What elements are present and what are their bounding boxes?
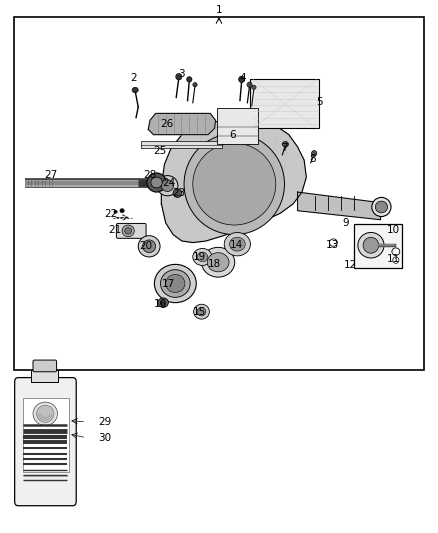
FancyBboxPatch shape — [117, 223, 146, 238]
Text: 18: 18 — [208, 259, 221, 269]
Ellipse shape — [393, 257, 399, 263]
Ellipse shape — [173, 189, 182, 197]
Ellipse shape — [363, 237, 379, 253]
Ellipse shape — [372, 197, 391, 216]
Text: 5: 5 — [316, 96, 323, 107]
Ellipse shape — [197, 252, 208, 262]
Ellipse shape — [120, 208, 124, 213]
Text: 25: 25 — [153, 146, 167, 156]
Ellipse shape — [147, 173, 166, 192]
Text: 12: 12 — [343, 261, 357, 270]
Ellipse shape — [36, 405, 54, 422]
Ellipse shape — [125, 228, 132, 234]
FancyBboxPatch shape — [14, 377, 76, 506]
Text: 21: 21 — [109, 225, 122, 236]
Ellipse shape — [283, 142, 288, 147]
Ellipse shape — [193, 143, 276, 225]
Text: 7: 7 — [281, 143, 288, 154]
Ellipse shape — [247, 82, 252, 87]
Text: 28: 28 — [143, 170, 157, 180]
Polygon shape — [161, 119, 306, 243]
Polygon shape — [297, 192, 381, 220]
Text: 30: 30 — [98, 433, 111, 443]
Ellipse shape — [160, 270, 190, 297]
Ellipse shape — [311, 151, 317, 156]
Ellipse shape — [239, 76, 245, 83]
Bar — [354, 224, 403, 268]
Ellipse shape — [224, 232, 251, 256]
Ellipse shape — [122, 225, 134, 237]
Text: 19: 19 — [193, 252, 206, 262]
Ellipse shape — [166, 274, 185, 293]
Ellipse shape — [392, 248, 400, 255]
Text: 20: 20 — [139, 241, 152, 251]
Bar — [141, 141, 222, 149]
Text: 16: 16 — [153, 298, 167, 309]
Ellipse shape — [193, 83, 197, 87]
Text: 22: 22 — [105, 209, 118, 220]
Ellipse shape — [187, 77, 192, 82]
Ellipse shape — [207, 253, 229, 272]
Text: 8: 8 — [310, 154, 316, 164]
Polygon shape — [148, 114, 215, 135]
Ellipse shape — [138, 236, 160, 257]
Ellipse shape — [114, 210, 117, 213]
Ellipse shape — [329, 239, 337, 246]
Ellipse shape — [33, 402, 57, 425]
Bar — [31, 370, 58, 382]
Text: 13: 13 — [326, 240, 339, 250]
Bar — [14, 17, 424, 370]
Ellipse shape — [154, 264, 196, 303]
Ellipse shape — [252, 85, 256, 90]
Text: 23: 23 — [172, 188, 185, 198]
Ellipse shape — [201, 247, 235, 277]
Bar — [251, 79, 319, 128]
Ellipse shape — [151, 177, 162, 188]
Bar — [22, 398, 69, 472]
Ellipse shape — [197, 308, 206, 316]
Text: 9: 9 — [343, 218, 349, 228]
Ellipse shape — [158, 298, 168, 308]
Ellipse shape — [193, 248, 212, 265]
Ellipse shape — [160, 300, 166, 305]
Ellipse shape — [194, 304, 209, 319]
Text: 2: 2 — [131, 73, 137, 83]
Text: 27: 27 — [44, 170, 57, 180]
Text: 6: 6 — [229, 130, 235, 140]
FancyBboxPatch shape — [33, 360, 57, 372]
Text: 3: 3 — [179, 69, 185, 79]
Text: 4: 4 — [240, 73, 246, 83]
Text: 14: 14 — [230, 240, 243, 250]
Text: 17: 17 — [162, 279, 175, 288]
Ellipse shape — [157, 175, 178, 196]
Text: 29: 29 — [98, 417, 111, 427]
Text: 1: 1 — [215, 5, 223, 15]
Ellipse shape — [132, 87, 138, 93]
Ellipse shape — [375, 201, 388, 213]
Ellipse shape — [176, 74, 182, 80]
Text: 26: 26 — [160, 119, 173, 129]
Ellipse shape — [358, 232, 384, 258]
Bar — [217, 108, 258, 144]
Ellipse shape — [161, 180, 173, 191]
Text: 24: 24 — [162, 177, 176, 188]
Text: 11: 11 — [387, 254, 400, 263]
Ellipse shape — [230, 237, 245, 251]
Ellipse shape — [184, 134, 285, 235]
Text: 15: 15 — [193, 306, 206, 317]
Ellipse shape — [143, 240, 155, 253]
Text: 10: 10 — [387, 225, 400, 236]
